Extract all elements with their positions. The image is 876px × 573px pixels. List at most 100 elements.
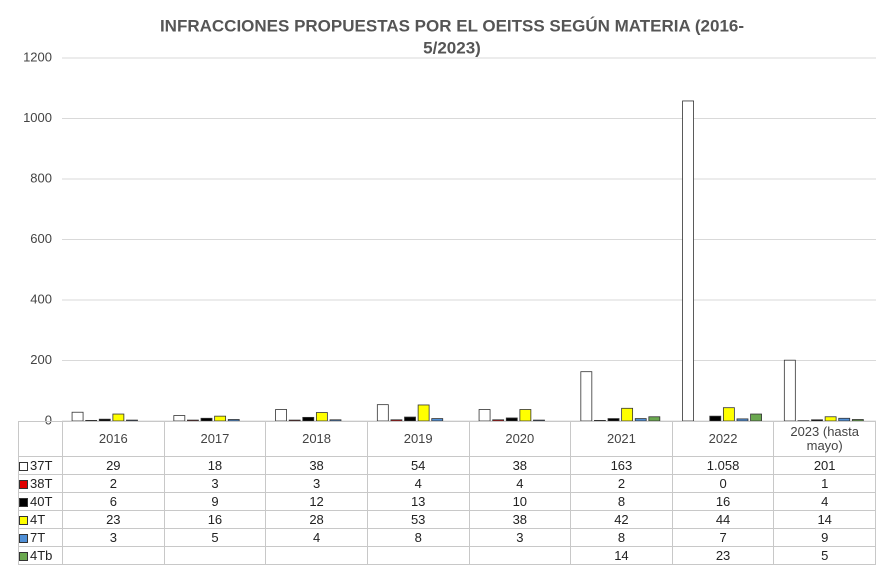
- bar: [126, 419, 138, 422]
- data-label: 3: [62, 528, 165, 547]
- data-label: 38: [265, 456, 368, 475]
- y-tick-label: 400: [30, 291, 52, 306]
- bar: [750, 413, 762, 422]
- y-tick-label: 0: [45, 412, 52, 427]
- data-label: 38: [468, 456, 572, 475]
- data-label: [62, 546, 165, 565]
- legend-entry: 4Tb: [18, 546, 63, 565]
- data-label: 163: [570, 456, 673, 475]
- data-label: 3: [265, 474, 368, 493]
- bar: [302, 416, 315, 422]
- data-label: 13: [366, 492, 470, 511]
- table-row: 4T 23 16 28 53 38 42 44 14: [18, 510, 876, 529]
- table-row: 37T 29 18 38 54 38 163 1.058 201: [18, 456, 876, 475]
- legend-entry: 4T: [18, 510, 63, 529]
- data-label: 4: [366, 474, 470, 493]
- data-label: 201: [773, 456, 876, 475]
- legend-label: 4Tb: [30, 547, 53, 563]
- data-label: 5: [163, 528, 267, 547]
- data-label: 4: [468, 474, 572, 493]
- data-label: 23: [62, 510, 165, 529]
- bar: [682, 100, 694, 422]
- legend-label: 40T: [30, 493, 53, 509]
- table-row: 38T 2 3 3 4 4 2 0 1: [18, 474, 876, 493]
- legend-key: [19, 479, 28, 489]
- legend-label: 4T: [30, 511, 46, 527]
- bar: [722, 407, 735, 422]
- data-label: 16: [671, 492, 775, 511]
- y-tick-label: 1000: [23, 110, 52, 125]
- data-label: 54: [366, 456, 470, 475]
- legend-entry: 40T: [18, 492, 63, 511]
- legend-key: [19, 551, 28, 561]
- data-label: 8: [366, 528, 470, 547]
- data-label: 7: [671, 528, 775, 547]
- bar: [519, 409, 532, 422]
- legend-key: [19, 461, 28, 471]
- x-tick-label: 2020: [468, 421, 572, 457]
- bar: [783, 359, 796, 422]
- table-row: 4Tb 14 23 5: [18, 546, 876, 565]
- bar: [112, 413, 125, 422]
- x-tick-label: 2023 (hasta mayo): [773, 421, 876, 457]
- y-tick-label: 200: [30, 352, 52, 367]
- bar: [187, 419, 199, 422]
- data-label: 14: [773, 510, 876, 529]
- bar: [431, 418, 444, 422]
- legend-entry: 38T: [18, 474, 63, 493]
- bar: [634, 418, 647, 422]
- chart-title: INFRACCIONES PROPUESTAS POR EL OEITSS SE…: [160, 16, 744, 35]
- data-label: 16: [163, 510, 267, 529]
- data-label: 4: [773, 492, 876, 511]
- x-tick-label: 2016: [62, 421, 165, 457]
- data-label: 12: [265, 492, 368, 511]
- data-label: 2: [570, 474, 673, 493]
- data-label: [163, 546, 267, 565]
- bar: [621, 407, 634, 422]
- data-label: 5: [773, 546, 876, 565]
- data-label: 9: [163, 492, 267, 511]
- bar: [98, 418, 111, 422]
- chart-title: 5/2023): [423, 38, 481, 57]
- data-label: 8: [570, 492, 673, 511]
- data-label: 29: [62, 456, 165, 475]
- data-label: 14: [570, 546, 673, 565]
- bar: [594, 419, 606, 422]
- bar: [227, 419, 240, 422]
- bar: [533, 419, 545, 422]
- data-label: 28: [265, 510, 368, 529]
- data-label: 23: [671, 546, 775, 565]
- bar: [838, 417, 851, 422]
- bar: [851, 419, 864, 422]
- data-table: 2016 2017 2018 2019 2020 2021 2022 2023 (hasta …: [18, 421, 876, 565]
- table-row: 7T 3 5 4 8 3 8 7 9: [18, 528, 876, 547]
- bar: [376, 404, 389, 422]
- legend-entry: 37T: [18, 456, 63, 475]
- bar: [478, 409, 491, 422]
- legend-label: 38T: [30, 475, 53, 491]
- table-header-row: 2016 2017 2018 2019 2020 2021 2022 2023 (hasta …: [18, 421, 876, 457]
- table-corner: [18, 421, 63, 457]
- bar: [607, 418, 620, 422]
- x-tick-label: 2021: [570, 421, 673, 457]
- y-tick-label: 800: [30, 170, 52, 185]
- data-label: 10: [468, 492, 572, 511]
- y-tick-label: 600: [30, 231, 52, 246]
- data-label: 8: [570, 528, 673, 547]
- legend-key: [19, 515, 28, 525]
- data-label: 2: [62, 474, 165, 493]
- x-tick-label: 2019: [366, 421, 470, 457]
- legend-key: [19, 533, 28, 543]
- data-label: 18: [163, 456, 267, 475]
- bar: [417, 404, 430, 422]
- data-label: 9: [773, 528, 876, 547]
- data-label: 44: [671, 510, 775, 529]
- data-label: 4: [265, 528, 368, 547]
- data-label: 3: [163, 474, 267, 493]
- legend-label: 7T: [30, 529, 46, 545]
- bar: [275, 409, 287, 422]
- data-label: 0: [671, 474, 775, 493]
- bar: [288, 419, 301, 422]
